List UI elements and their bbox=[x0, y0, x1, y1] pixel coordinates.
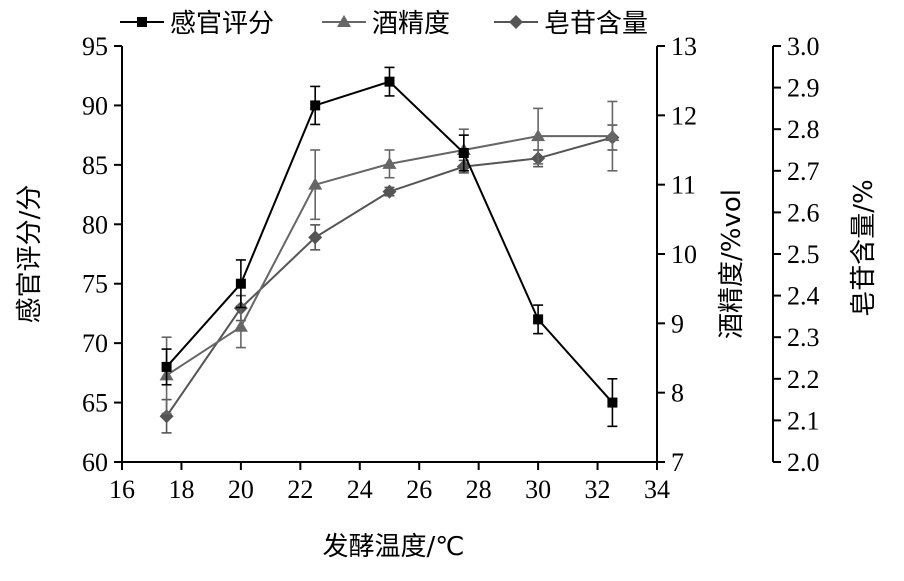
y-left-tick-label: 80 bbox=[82, 210, 108, 239]
y-axis-right1: 7 8 9 10 11 12 13 酒精度/%vol bbox=[656, 32, 747, 477]
x-tick-label: 22 bbox=[287, 475, 313, 504]
x-axis-title: 发酵温度/℃ bbox=[323, 532, 465, 562]
y-left-tick-label: 70 bbox=[82, 329, 108, 358]
y-right1-tick-label: 11 bbox=[671, 171, 696, 200]
y-right2-tick-label: 2.4 bbox=[787, 282, 820, 311]
x-tick-label: 30 bbox=[525, 475, 551, 504]
x-tick-label: 18 bbox=[168, 475, 194, 504]
legend: 感官评分 酒精度 皂苷含量 bbox=[120, 9, 648, 39]
y-left-tick-label: 60 bbox=[82, 448, 108, 477]
legend-marker bbox=[337, 15, 351, 27]
x-tick-label: 26 bbox=[406, 475, 432, 504]
data-point bbox=[531, 129, 546, 142]
y-axis-left-title: 感官评分/分 bbox=[15, 185, 45, 324]
y-left-tick-label: 75 bbox=[82, 270, 108, 299]
data-point bbox=[607, 397, 618, 408]
data-point bbox=[235, 278, 246, 289]
series-line bbox=[165, 80, 614, 404]
data-point bbox=[161, 361, 172, 372]
data-point bbox=[605, 129, 620, 142]
y-left-tick-label: 90 bbox=[82, 91, 108, 120]
x-tick-label: 28 bbox=[466, 475, 492, 504]
data-point bbox=[233, 319, 248, 332]
y-right2-tick-label: 3.0 bbox=[787, 32, 820, 61]
y-right1-tick-label: 10 bbox=[671, 240, 697, 269]
y-right2-tick-label: 2.9 bbox=[787, 74, 820, 103]
y-right2-tick-label: 2.1 bbox=[787, 406, 820, 435]
legend-label: 皂苷含量 bbox=[544, 9, 648, 39]
series-line bbox=[165, 136, 613, 417]
y-right2-tick-label: 2.6 bbox=[787, 198, 820, 227]
y-right1-tick-label: 8 bbox=[671, 379, 684, 408]
y-right2-tick-label: 2.8 bbox=[787, 115, 820, 144]
y-axis-right2-title: 皂苷含量/% bbox=[849, 179, 879, 316]
y-axis-left: 60 65 70 75 80 85 90 95 感官评分/分 bbox=[15, 32, 123, 477]
legend-label: 感官评分 bbox=[170, 9, 274, 39]
data-point bbox=[308, 177, 323, 190]
series-triangle bbox=[159, 100, 620, 415]
y-right1-tick-label: 9 bbox=[671, 309, 684, 338]
y-right2-tick-label: 2.7 bbox=[787, 157, 820, 186]
y-right1-tick-label: 12 bbox=[671, 101, 697, 130]
y-left-tick-label: 65 bbox=[82, 389, 108, 418]
y-left-tick-label: 95 bbox=[82, 32, 108, 61]
y-right1-tick-label: 13 bbox=[671, 32, 697, 61]
series-square bbox=[161, 66, 618, 428]
y-right2-tick-label: 2.0 bbox=[787, 448, 820, 477]
data-point bbox=[382, 184, 397, 199]
data-point bbox=[533, 314, 544, 325]
y-right2-tick-label: 2.5 bbox=[787, 240, 820, 269]
x-tick-label: 20 bbox=[228, 475, 254, 504]
y-left-tick-label: 85 bbox=[82, 151, 108, 180]
x-tick-label: 34 bbox=[644, 475, 670, 504]
y-right1-tick-label: 7 bbox=[671, 448, 684, 477]
y-axis-right1-title: 酒精度/%vol bbox=[717, 189, 747, 339]
y-right2-tick-label: 2.2 bbox=[787, 365, 820, 394]
legend-marker bbox=[137, 17, 147, 27]
data-point bbox=[458, 147, 469, 158]
x-tick-label: 32 bbox=[585, 475, 611, 504]
data-point bbox=[310, 100, 321, 111]
y-right2-tick-label: 2.3 bbox=[787, 323, 820, 352]
y-axis-right2: 2.0 2.1 2.2 2.3 2.4 2.5 2.6 2.7 2.8 2.9 3.0 皂苷含量/% bbox=[772, 32, 879, 477]
data-point bbox=[308, 230, 323, 245]
x-tick-label: 16 bbox=[109, 475, 135, 504]
x-tick-label: 24 bbox=[347, 475, 373, 504]
data-point bbox=[382, 156, 397, 169]
data-point bbox=[384, 76, 395, 87]
legend-label: 酒精度 bbox=[372, 9, 450, 39]
legend-marker bbox=[509, 15, 523, 29]
x-axis: 16 18 20 22 24 26 28 30 32 34 发酵温度/℃ bbox=[109, 461, 670, 562]
